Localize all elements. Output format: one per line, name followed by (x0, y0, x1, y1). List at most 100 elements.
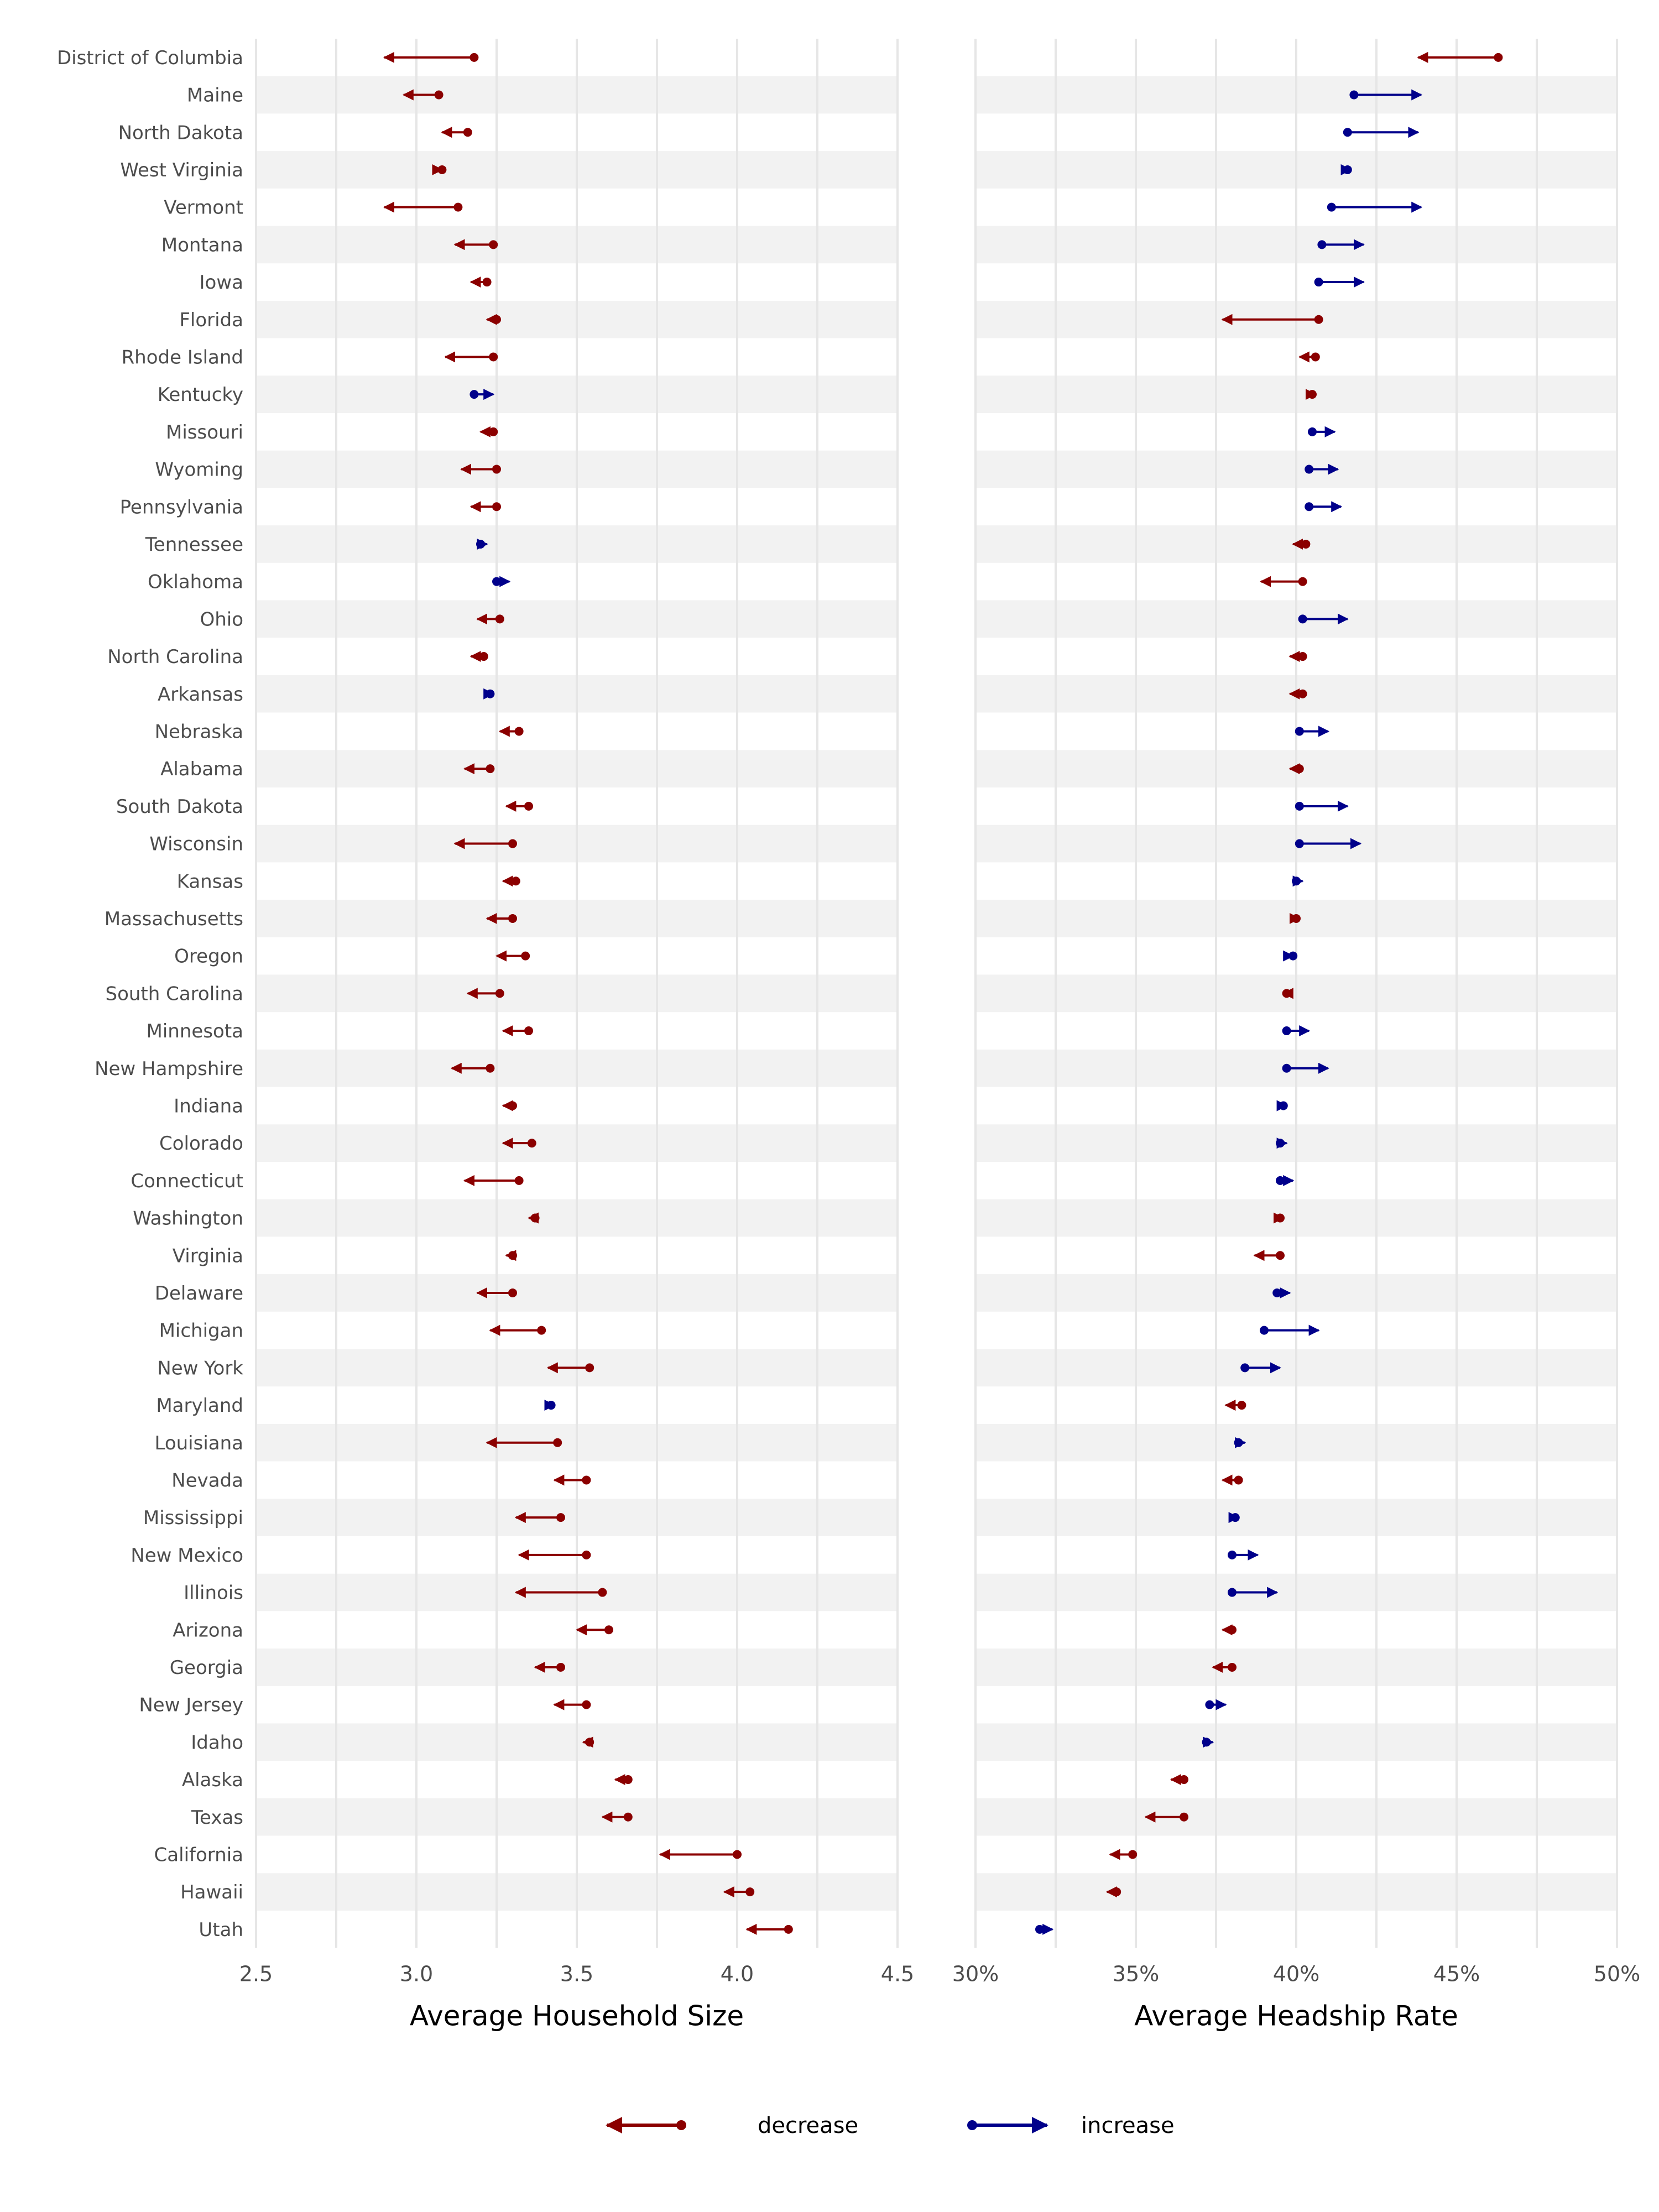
tick-label-headship: 30% (952, 1962, 999, 1986)
tick-label-household: 3.5 (560, 1962, 593, 1986)
point-headship-37 (1234, 1438, 1243, 1447)
point-headship-33 (1272, 1288, 1282, 1297)
state-label: Kentucky (158, 384, 243, 406)
point-household-3 (437, 165, 447, 174)
point-headship-31 (1276, 1213, 1285, 1223)
state-label: Arkansas (158, 684, 243, 706)
point-household-50 (784, 1924, 793, 1934)
legend: decrease increase (606, 2113, 1175, 2138)
state-label: West Virginia (120, 159, 243, 181)
state-label: Vermont (164, 197, 243, 219)
point-headship-29 (1276, 1139, 1285, 1148)
state-label: Alaska (182, 1769, 243, 1791)
state-label: Nebraska (155, 721, 243, 743)
point-household-38 (582, 1475, 591, 1485)
state-label: Tennessee (145, 534, 243, 556)
point-household-16 (479, 652, 488, 661)
point-headship-20 (1295, 801, 1304, 811)
state-label: New Mexico (131, 1545, 243, 1567)
point-household-2 (463, 128, 472, 137)
point-headship-15 (1298, 614, 1307, 624)
point-household-4 (453, 202, 463, 212)
point-headship-26 (1282, 1026, 1291, 1036)
point-household-19 (486, 764, 495, 774)
state-label: New York (157, 1357, 243, 1379)
point-household-24 (521, 951, 530, 961)
state-label: Virginia (173, 1245, 243, 1267)
point-household-49 (745, 1887, 755, 1897)
state-label: Utah (199, 1919, 243, 1941)
tick-labels: 2.5 3.0 3.5 4.0 4.5 30% 35% 40% 45% 50% (239, 1962, 1640, 1986)
point-headship-24 (1288, 951, 1298, 961)
point-headship-14 (1298, 577, 1307, 586)
point-household-44 (582, 1700, 591, 1709)
state-label: North Carolina (107, 646, 243, 668)
state-label: Minnesota (147, 1020, 243, 1042)
point-household-35 (585, 1363, 594, 1373)
point-headship-23 (1292, 914, 1301, 923)
point-headship-7 (1314, 315, 1323, 324)
point-headship-12 (1305, 502, 1314, 512)
point-headship-41 (1228, 1588, 1237, 1597)
point-headship-38 (1234, 1475, 1243, 1485)
point-headship-43 (1228, 1662, 1237, 1672)
state-label: Nevada (171, 1469, 243, 1491)
point-headship-21 (1295, 839, 1304, 848)
state-label: Texas (191, 1807, 243, 1829)
state-label: Illinois (184, 1582, 243, 1604)
point-headship-16 (1298, 652, 1307, 661)
point-household-39 (556, 1513, 565, 1522)
point-headship-8 (1311, 352, 1320, 362)
point-headship-17 (1298, 689, 1307, 698)
state-label: Connecticut (131, 1170, 243, 1192)
point-household-29 (527, 1139, 536, 1148)
point-household-15 (495, 614, 504, 624)
point-household-42 (604, 1625, 613, 1635)
point-headship-30 (1276, 1176, 1285, 1185)
point-household-21 (508, 839, 517, 848)
point-headship-10 (1308, 427, 1317, 436)
point-headship-35 (1240, 1363, 1250, 1373)
point-household-10 (489, 427, 498, 436)
point-household-48 (733, 1850, 742, 1859)
point-household-6 (482, 278, 492, 287)
point-headship-25 (1282, 989, 1291, 998)
point-household-20 (524, 801, 533, 811)
legend-decrease-dot (676, 2120, 686, 2130)
state-label: South Carolina (105, 983, 243, 1005)
state-label: Rhode Island (122, 346, 243, 368)
state-label: Kansas (177, 870, 243, 893)
state-labels: District of Columbia Maine North Dakota Wes… (57, 47, 243, 1941)
point-household-37 (553, 1438, 562, 1447)
point-household-34 (537, 1326, 546, 1335)
point-household-23 (508, 914, 517, 923)
point-household-17 (486, 689, 495, 698)
state-label: Missouri (166, 421, 243, 444)
legend-increase-dot (967, 2120, 977, 2130)
point-household-27 (486, 1063, 495, 1073)
state-label: New Jersey (139, 1694, 243, 1717)
state-label: Colorado (159, 1133, 243, 1155)
state-label: Mississippi (143, 1507, 243, 1529)
state-label: Oregon (174, 946, 243, 968)
point-headship-27 (1282, 1063, 1291, 1073)
point-household-12 (492, 502, 501, 512)
tick-label-household: 3.0 (400, 1962, 433, 1986)
tick-label-headship: 40% (1273, 1962, 1319, 1986)
point-headship-18 (1295, 727, 1304, 736)
point-headship-39 (1230, 1513, 1240, 1522)
headship-axis-title: Average Headship Rate (1134, 2000, 1458, 2032)
tick-label-headship: 35% (1113, 1962, 1159, 1986)
point-headship-50 (1035, 1924, 1044, 1934)
point-headship-0 (1494, 53, 1503, 62)
state-label: Idaho (191, 1731, 243, 1754)
point-household-46 (623, 1775, 633, 1785)
point-headship-40 (1228, 1550, 1237, 1559)
point-headship-13 (1301, 539, 1311, 549)
state-label: Pennsylvania (120, 496, 243, 518)
state-label: South Dakota (116, 796, 243, 818)
point-household-8 (489, 352, 498, 362)
point-headship-6 (1314, 278, 1323, 287)
point-household-0 (469, 53, 479, 62)
state-label: Wyoming (155, 459, 243, 481)
